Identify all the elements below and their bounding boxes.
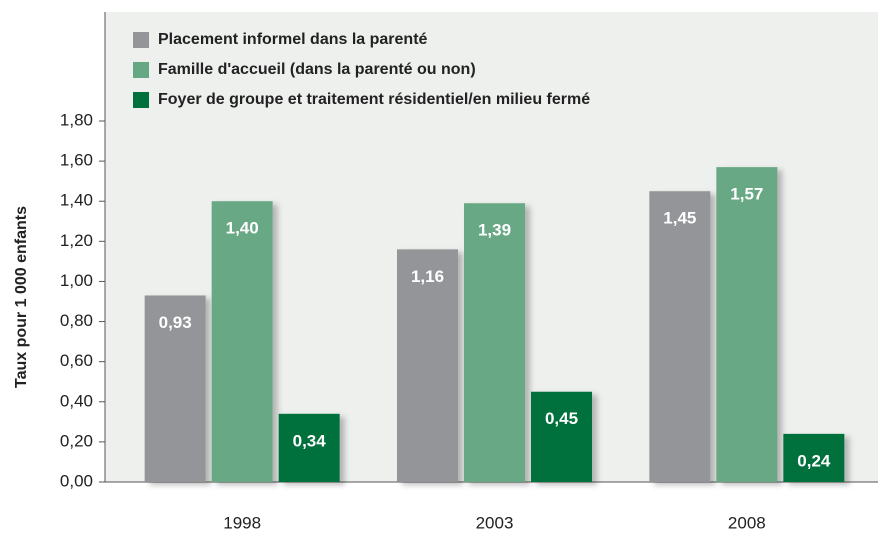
- legend-label: Placement informel dans la parenté: [158, 31, 428, 48]
- bar: [531, 391, 592, 482]
- legend-label: Famille d'accueil (dans la parenté ou no…: [158, 61, 476, 78]
- value-label: 0,24: [797, 451, 831, 470]
- value-label: 1,45: [663, 209, 696, 228]
- x-tick-label: 1998: [223, 513, 261, 532]
- bar: [144, 295, 206, 482]
- bar: [278, 413, 340, 482]
- bar: [716, 167, 778, 482]
- legend-label: Foyer de groupe et traitement résidentie…: [158, 91, 590, 108]
- value-label: 0,34: [293, 431, 327, 450]
- x-tick-label: 2003: [476, 513, 514, 532]
- legend-swatch: [133, 32, 149, 48]
- y-tick-label: 0,40: [60, 391, 93, 410]
- value-label: 1,40: [226, 219, 259, 238]
- value-label: 1,57: [730, 185, 763, 204]
- x-tick-label: 2008: [728, 513, 766, 532]
- y-tick-label: 0,20: [60, 431, 93, 450]
- value-label: 0,93: [159, 313, 192, 332]
- value-label: 0,45: [545, 409, 578, 428]
- y-tick-label: 1,40: [60, 191, 93, 210]
- y-tick-label: 1,20: [60, 231, 93, 250]
- y-tick-label: 1,00: [60, 271, 93, 290]
- legend-swatch: [133, 92, 149, 108]
- value-label: 1,16: [411, 267, 444, 286]
- y-tick-label: 0,60: [60, 351, 93, 370]
- bar: [397, 249, 458, 482]
- bar: [649, 191, 711, 482]
- y-axis-title: Taux pour 1 000 enfants: [13, 206, 30, 388]
- legend-swatch: [133, 62, 149, 78]
- y-tick-label: 1,80: [60, 110, 93, 129]
- y-tick-label: 1,60: [60, 151, 93, 170]
- value-label: 1,39: [478, 221, 511, 240]
- bar: [211, 201, 273, 482]
- bar: [464, 203, 525, 482]
- y-tick-label: 0,80: [60, 311, 93, 330]
- bar: [783, 433, 845, 482]
- y-tick-label: 0,00: [60, 471, 93, 490]
